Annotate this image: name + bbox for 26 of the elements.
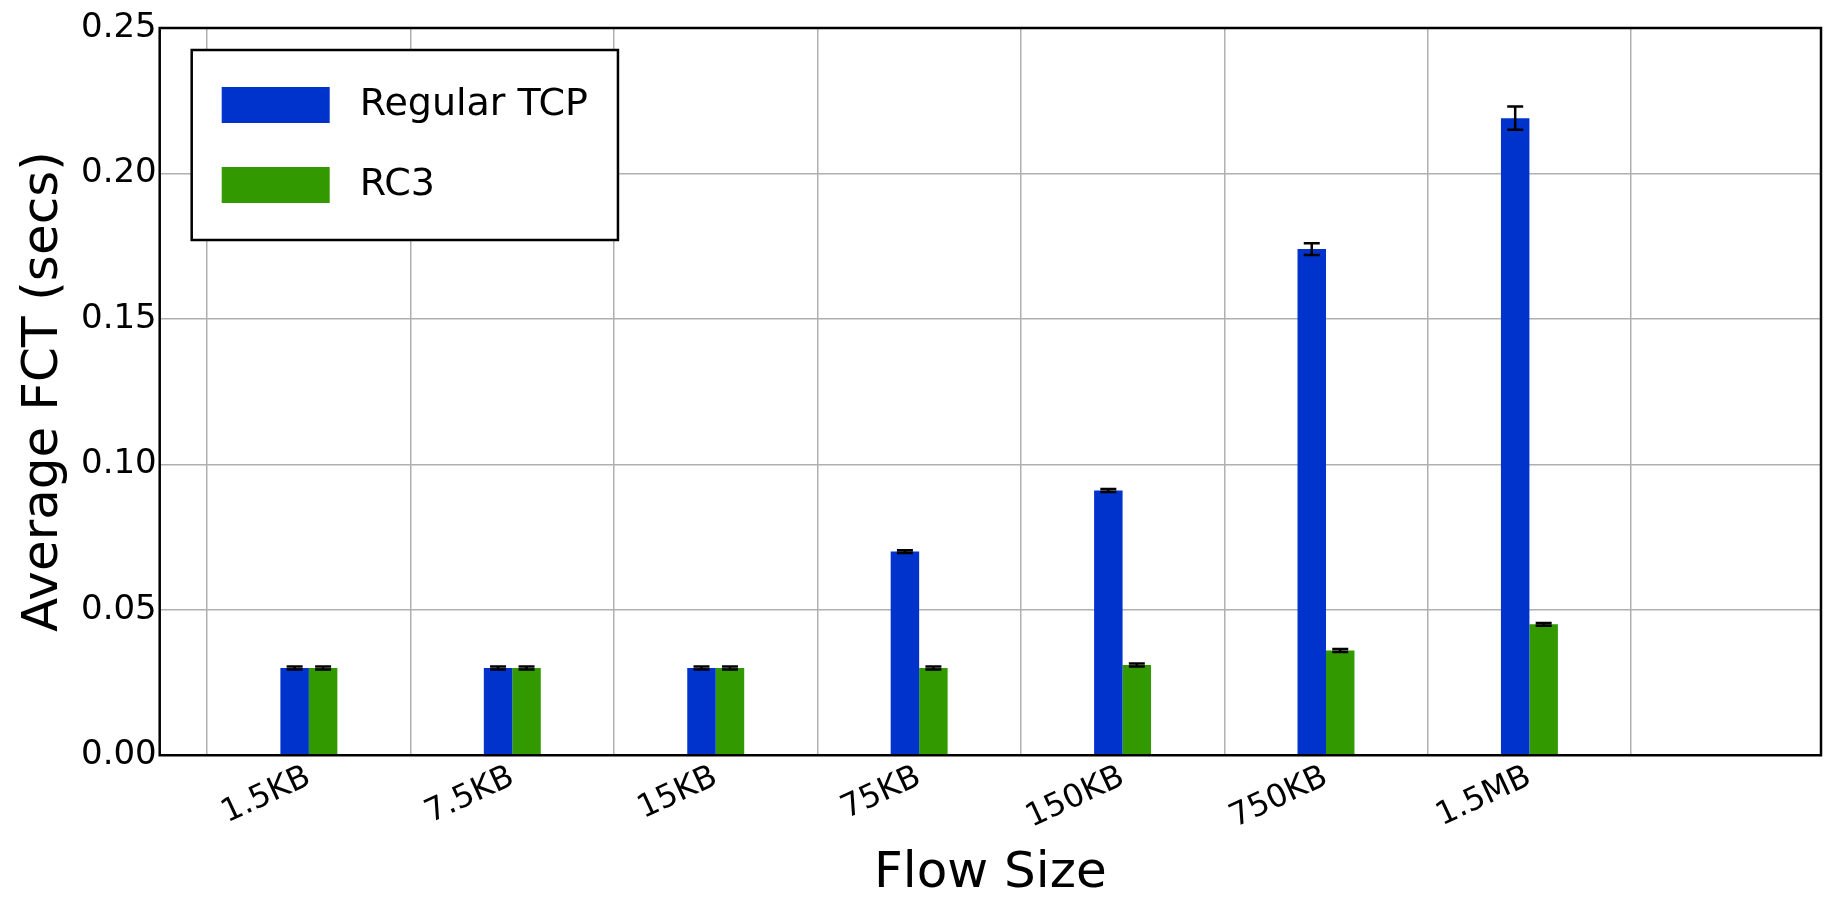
y-tick-label: 0.25: [81, 4, 157, 45]
bar: [512, 667, 541, 755]
y-tick-label: 0.20: [81, 150, 157, 191]
y-tick-label: 0.10: [81, 441, 157, 482]
legend-label: Regular TCP: [359, 79, 588, 124]
y-tick-label: 0.15: [81, 295, 157, 336]
bar: [1326, 650, 1355, 755]
y-axis-title: Average FCT (secs): [10, 151, 69, 632]
bar: [280, 667, 309, 755]
bar: [890, 551, 920, 755]
legend-label: RC3: [359, 159, 435, 204]
x-tick-label: 15KB: [630, 755, 723, 826]
bar: [1297, 249, 1326, 755]
bar: [1529, 624, 1558, 755]
bar: [1094, 490, 1123, 755]
bar: [1122, 665, 1152, 755]
bar: [715, 667, 745, 755]
bar: [308, 667, 338, 755]
bar: [919, 667, 948, 755]
x-axis-title: Flow Size: [874, 840, 1107, 899]
y-tick-label: 0.05: [81, 586, 157, 627]
x-tick-label: 75KB: [834, 755, 927, 826]
bar: [687, 667, 716, 755]
bar: [483, 667, 513, 755]
y-tick-label: 0.00: [81, 732, 157, 773]
bar: [1500, 118, 1530, 755]
